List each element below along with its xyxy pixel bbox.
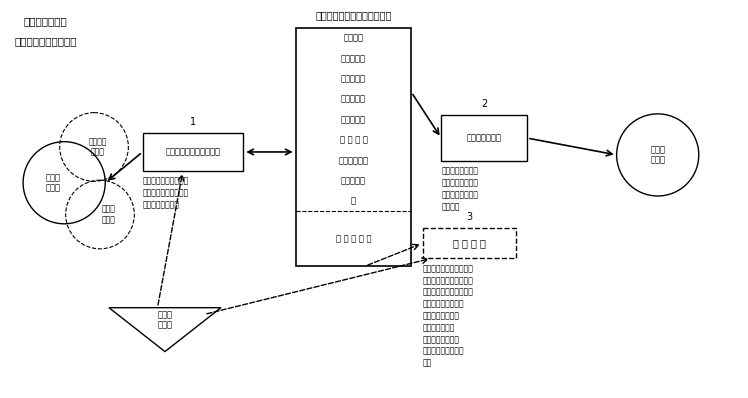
Text: 教育的
職業的: 教育的 職業的 [102,205,116,224]
Text: 職業指導員: 職業指導員 [341,176,366,185]
Bar [441,115,527,161]
Bar [423,228,516,258]
Text: 作 業 評 価 者: 作 業 評 価 者 [336,234,371,243]
Text: 医　　師: 医 師 [343,33,364,43]
Bar [295,28,411,266]
Text: 看　護　婦: 看 護 婦 [341,54,366,63]
Text: 2: 2 [481,99,487,109]
Text: クライエントの持つ全
領域の評価に、全専門
分野がかかわる．: クライエントの持つ全 領域の評価に、全専門 分野がかかわる． [143,177,188,209]
Text: 教育的
職業的: 教育的 職業的 [650,145,665,165]
Text: リハビリテーション・チーム: リハビリテーション・チーム [315,10,392,20]
Text: 等: 等 [351,197,356,206]
Text: 職　業　評　価: 職 業 評 価 [467,134,502,142]
Text: 言語療法士: 言語療法士 [341,115,366,124]
Text: 心 理 学 者: 心 理 学 者 [340,135,367,144]
Text: 理学療法士: 理学療法士 [341,95,366,104]
Text: カウンセラー: カウンセラー [338,156,369,165]
Text: 外部の
データ: 外部の データ [157,310,173,330]
Text: 1: 1 [190,117,196,127]
Text: 心理学的
社会的: 心理学的 社会的 [88,137,107,157]
Text: 持っているものと制限: 持っているものと制限 [14,36,77,46]
Text: 医学的
身体的: 医学的 身体的 [46,173,61,193]
Text: 作 業 評 価: 作 業 評 価 [453,238,485,248]
Text: 作業療法士: 作業療法士 [341,74,366,83]
Text: 教育的・職業的領
域を評価するため
に全専門分野がか
かわる。: 教育的・職業的領 域を評価するため に全専門分野がか かわる。 [441,167,478,211]
Text: クライエントの: クライエントの [24,16,67,26]
Text: リハビリテーション評価: リハビリテーション評価 [165,147,221,156]
Text: 3: 3 [466,213,472,222]
Bar [143,133,243,171]
Text: 作業評価者が行なう分野
がかかわる。たとえば、
１．入所前の職員打合せ
２．インテーク面接
３．心理学的検査
４．職務標本法
５．職務実習試行
６．場面設定法評: 作業評価者が行なう分野 がかかわる。たとえば、 １．入所前の職員打合せ ２．イン… [423,264,473,368]
